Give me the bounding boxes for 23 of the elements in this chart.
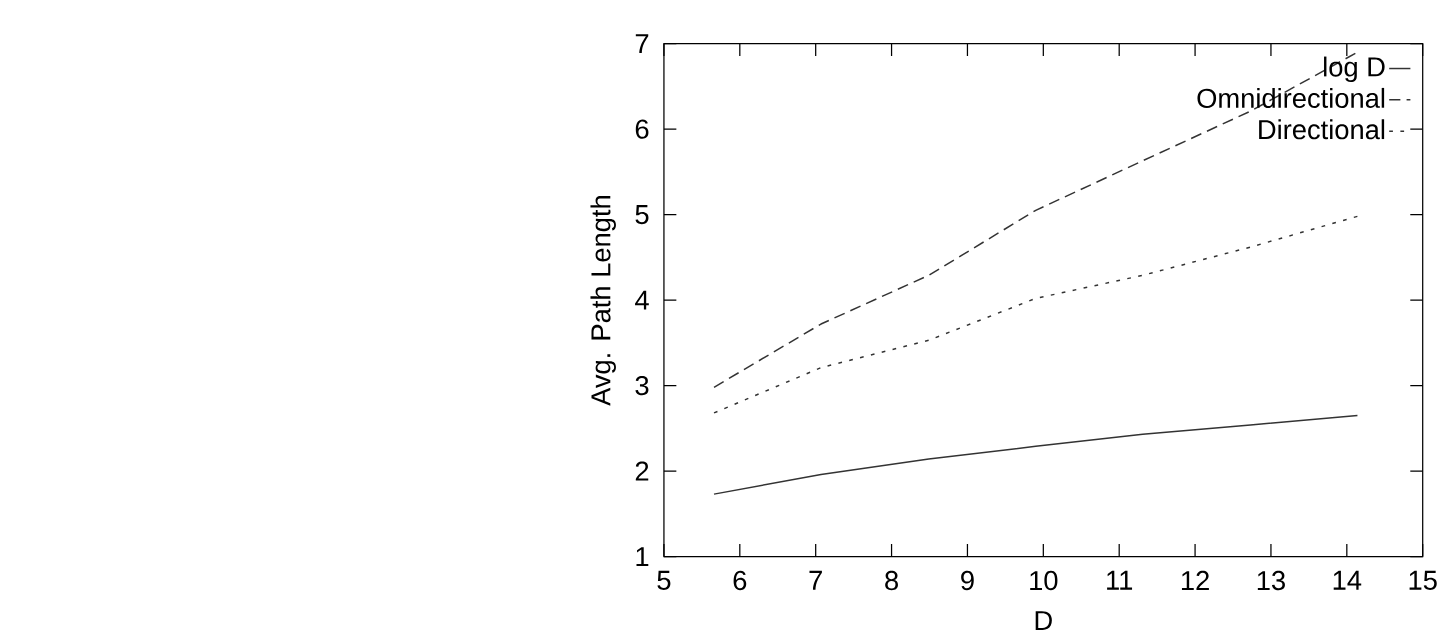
y-tick-label: 2 xyxy=(635,461,649,481)
x-tick-label: 7 xyxy=(809,570,822,590)
y-tick-label: 5 xyxy=(635,205,649,225)
x-tick-label: 10 xyxy=(1030,570,1058,591)
y-tick-label: 7 xyxy=(635,34,649,54)
x-tick-label: 11 xyxy=(1107,570,1133,590)
x-tick-label: 9 xyxy=(961,570,974,591)
x-axis-title: D xyxy=(1035,611,1052,630)
x-tick-label: 6 xyxy=(733,570,747,591)
x-tick-label: 15 xyxy=(1409,570,1437,590)
x-tick-label: 14 xyxy=(1333,570,1362,590)
legend-label: Directional xyxy=(1259,119,1385,140)
x-tick-label: 13 xyxy=(1257,570,1285,591)
y-tick-label: 4 xyxy=(635,290,649,310)
x-tick-label: 5 xyxy=(657,570,671,590)
legend-label: log D xyxy=(1324,56,1385,83)
x-tick-label: 12 xyxy=(1181,570,1209,590)
y-tick-label: 1 xyxy=(636,547,649,566)
y-tick-label: 6 xyxy=(635,119,649,139)
legend-label: Omnidirectional xyxy=(1197,87,1385,108)
y-tick-label: 3 xyxy=(635,375,649,396)
y-axis-title: Avg. Path Length xyxy=(590,196,616,406)
x-tick-label: 8 xyxy=(885,570,898,591)
